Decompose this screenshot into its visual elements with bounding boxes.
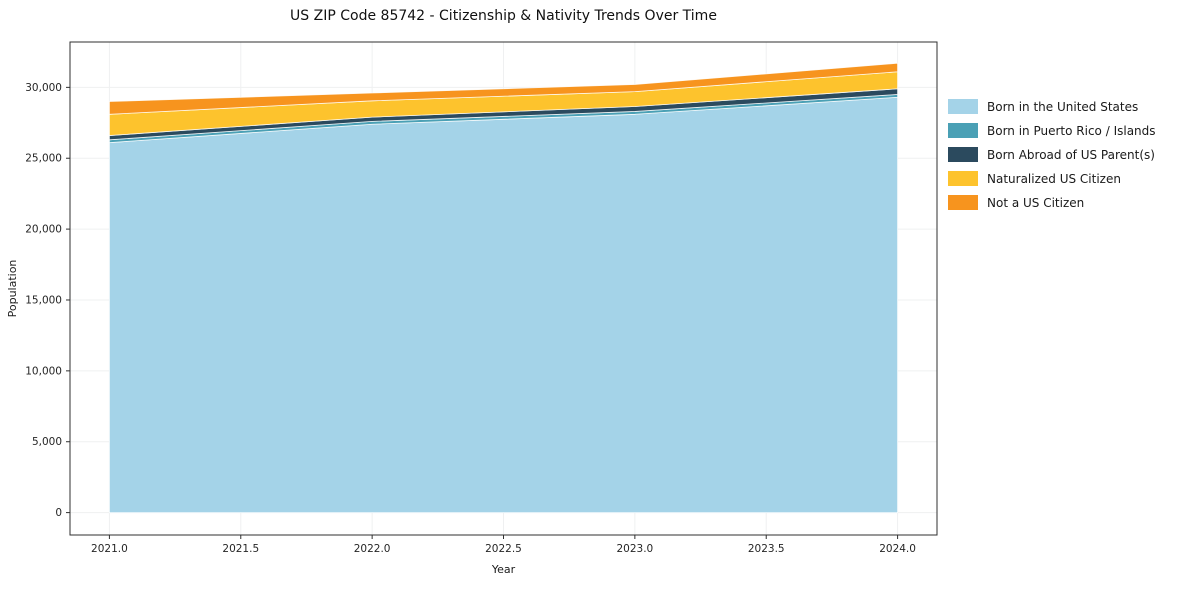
legend-label: Born Abroad of US Parent(s) <box>987 147 1155 162</box>
legend-swatch <box>948 123 978 138</box>
x-tick-label: 2024.0 <box>879 543 916 555</box>
y-tick-label: 25,000 <box>25 153 62 165</box>
y-tick-label: 10,000 <box>25 365 62 377</box>
legend-swatch <box>948 99 978 114</box>
y-tick-label: 20,000 <box>25 224 62 236</box>
legend-swatch <box>948 171 978 186</box>
x-tick-label: 2023.5 <box>748 543 785 555</box>
x-tick-label: 2022.0 <box>354 543 391 555</box>
legend-item: Born in Puerto Rico / Islands <box>948 123 1156 138</box>
y-tick-label: 15,000 <box>25 294 62 306</box>
legend-item: Born in the United States <box>948 99 1156 114</box>
y-axis-label: Population <box>6 260 19 318</box>
legend-item: Not a US Citizen <box>948 195 1156 210</box>
chart-title: US ZIP Code 85742 - Citizenship & Nativi… <box>290 8 717 24</box>
x-tick-label: 2023.0 <box>616 543 653 555</box>
y-tick-label: 5,000 <box>32 436 62 448</box>
x-axis-label: Year <box>491 563 516 576</box>
legend-label: Naturalized US Citizen <box>987 171 1121 186</box>
y-tick-label: 0 <box>55 507 62 519</box>
area-series-4 <box>109 62 898 115</box>
legend-swatch <box>948 147 978 162</box>
y-tick-label: 30,000 <box>25 82 62 94</box>
legend: Born in the United States Born in Puerto … <box>948 99 1156 210</box>
legend-label: Born in the United States <box>987 99 1139 114</box>
x-tick-label: 2022.5 <box>485 543 522 555</box>
legend-label: Not a US Citizen <box>987 195 1085 210</box>
x-tick-label: 2021.5 <box>222 543 259 555</box>
legend-item: Born Abroad of US Parent(s) <box>948 147 1156 162</box>
area-series-0 <box>109 96 898 514</box>
x-tick-label: 2021.0 <box>91 543 128 555</box>
legend-item: Naturalized US Citizen <box>948 171 1156 186</box>
legend-swatch <box>948 195 978 210</box>
legend-label: Born in Puerto Rico / Islands <box>987 123 1156 138</box>
